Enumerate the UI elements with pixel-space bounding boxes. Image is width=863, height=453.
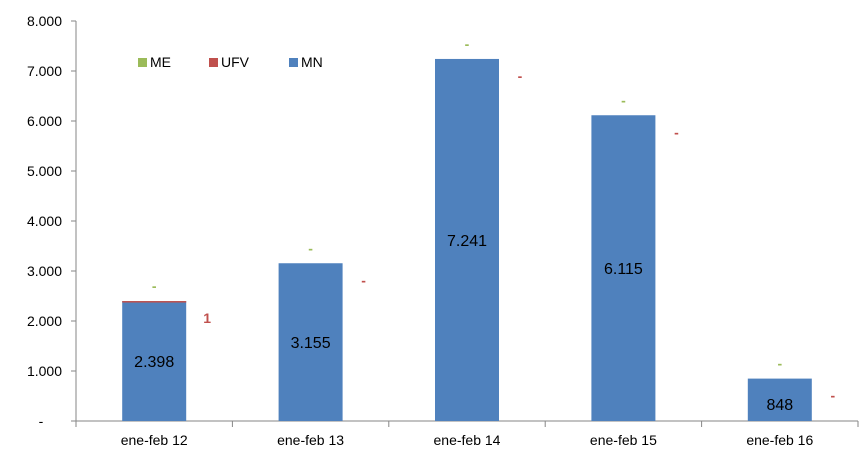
y-tick-label: 7.000: [27, 63, 62, 79]
x-tick-label: ene-feb 13: [277, 432, 344, 448]
data-label-me: -: [465, 36, 470, 52]
chart-bars: [122, 58, 812, 421]
y-tick-label: 3.000: [27, 263, 62, 279]
legend-label: UFV: [221, 54, 250, 70]
data-label-mn: 2.398: [134, 354, 174, 371]
legend-swatch: [209, 58, 218, 67]
data-label-me: -: [777, 356, 782, 372]
chart-legend: ME UFV MN: [138, 54, 323, 70]
data-label-ufv: -: [518, 68, 523, 84]
y-tick-label: 2.000: [27, 313, 62, 329]
x-tick-label: ene-feb 12: [121, 432, 188, 448]
data-label-ufv: -: [674, 124, 679, 140]
legend-label: ME: [150, 54, 171, 70]
data-label-mn: 3.155: [291, 335, 331, 352]
data-label-mn: 7.241: [447, 233, 487, 250]
data-label-mn: 848: [766, 397, 793, 414]
bar-mn: [591, 115, 656, 421]
bar-mn: [435, 58, 499, 421]
legend-swatch: [138, 58, 147, 67]
x-tick-label: ene-feb 16: [746, 432, 813, 448]
y-tick-label: -: [39, 413, 44, 429]
y-tick-label: 1.000: [27, 363, 62, 379]
data-label-mn: 6.115: [604, 261, 643, 278]
y-tick-label: 6.000: [27, 113, 62, 129]
chart-axes: - 1.000 2.000 3.000 4.000 5.000 6.000 7.000 8.00…: [27, 13, 859, 448]
bar-mn: [122, 301, 187, 421]
y-tick-label: 4.000: [27, 213, 62, 229]
data-label-ufv: 1: [203, 310, 211, 326]
x-tick-label: ene-feb 14: [434, 432, 501, 448]
legend-swatch: [289, 58, 298, 67]
bar-mn: [278, 263, 343, 421]
bar-ufv: [122, 301, 187, 303]
bar-mn: [747, 378, 812, 421]
data-label-me: -: [152, 278, 157, 294]
data-label-me: -: [621, 92, 626, 108]
data-label-ufv: -: [830, 388, 835, 404]
legend-label: MN: [301, 54, 323, 70]
chart-data-labels: 2.398 1 - 3.155 - - 7.241 - - 6.115 - - 848 - -: [134, 36, 835, 414]
x-tick-label: ene-feb 15: [590, 432, 657, 448]
data-label-me: -: [308, 240, 313, 256]
data-label-ufv: -: [361, 272, 366, 288]
y-tick-label: 5.000: [27, 163, 62, 179]
y-tick-label: 8.000: [27, 13, 62, 29]
